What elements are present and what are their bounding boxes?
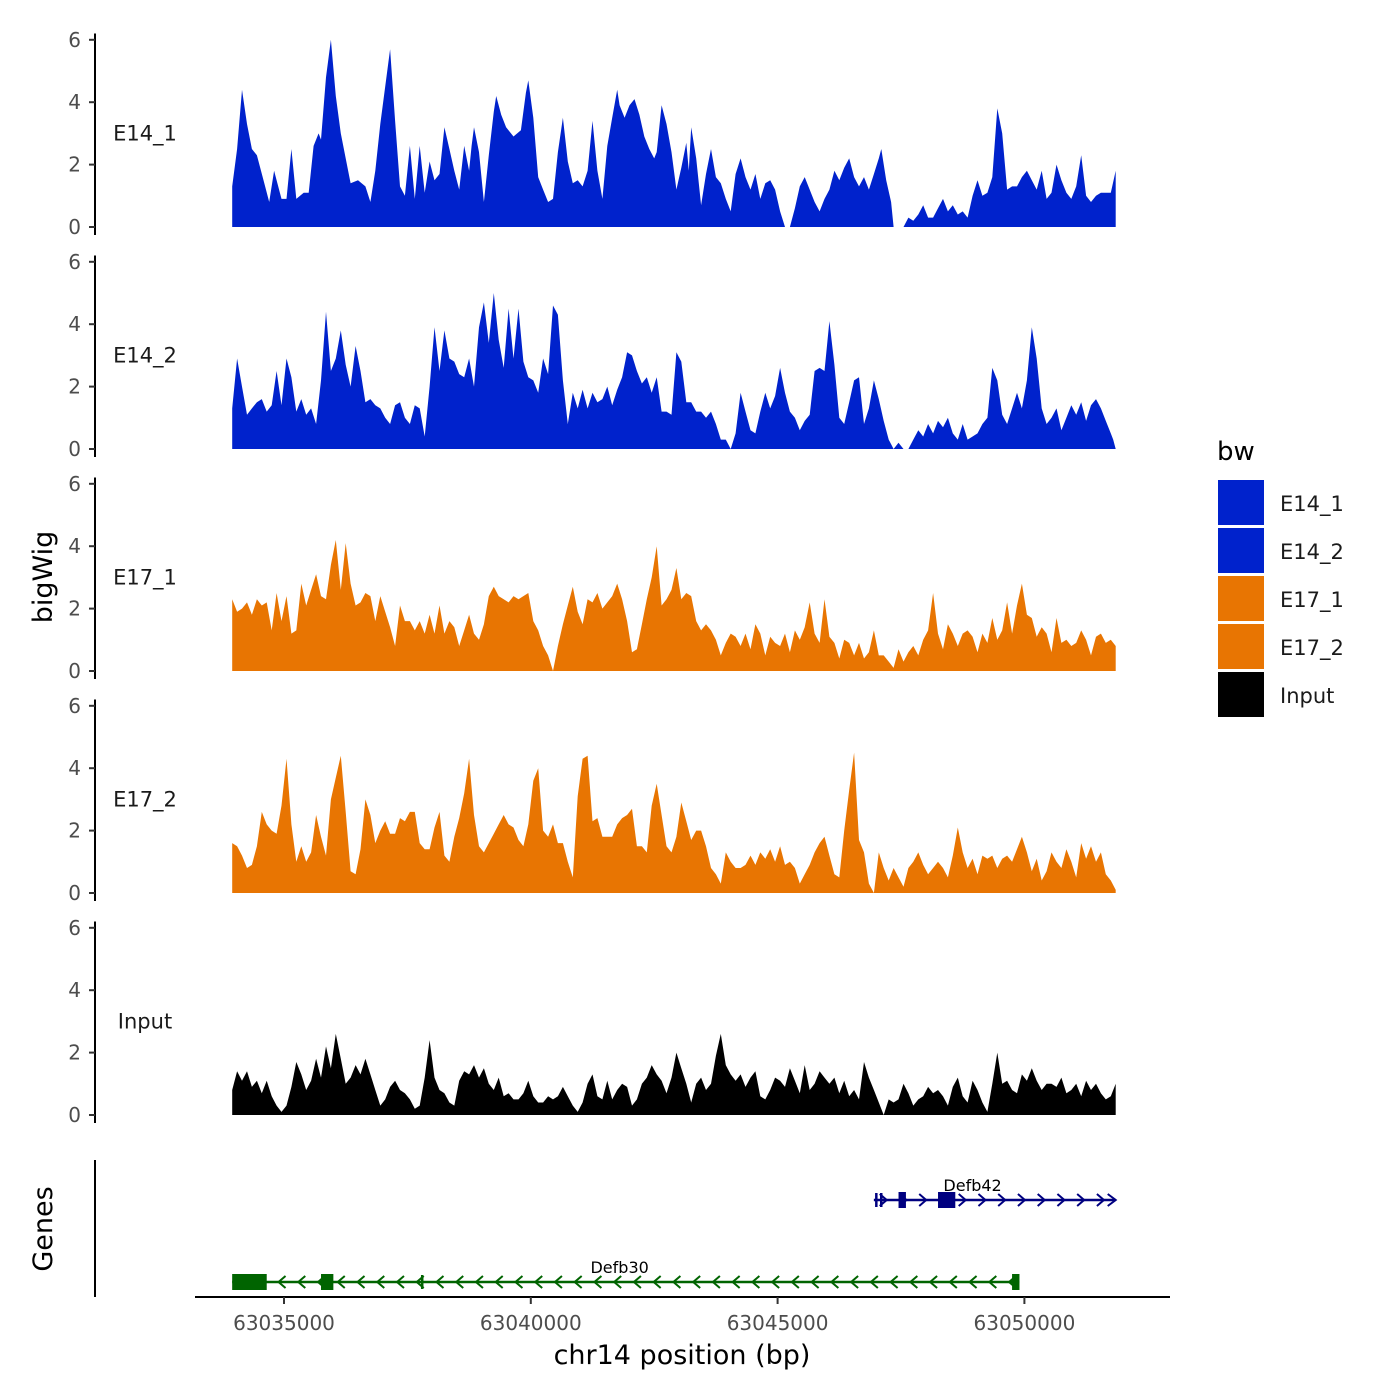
- exon: [232, 1274, 267, 1290]
- legend: bw E14_1 E14_2 E17_1 E17_2 Input: [1217, 437, 1344, 717]
- x-tick-label: 63045000: [727, 1311, 829, 1335]
- gene-defb30: Defb30: [232, 1258, 1019, 1290]
- y-tick-label: 6: [68, 28, 81, 52]
- genes-panel-title: Genes: [28, 1186, 59, 1271]
- y-tick-label: 2: [68, 1041, 81, 1065]
- y-tick-label: 6: [68, 472, 81, 496]
- gene-label: Defb42: [943, 1176, 1001, 1195]
- signal-area: [232, 1034, 1115, 1115]
- track-label: E14_1: [113, 121, 177, 146]
- x-tick-label: 63050000: [974, 1311, 1076, 1335]
- y-tick-label: 0: [68, 437, 81, 461]
- legend-swatch: [1218, 480, 1264, 525]
- signal-area: [232, 540, 1115, 671]
- legend-label: Input: [1280, 684, 1334, 708]
- exon: [1012, 1274, 1019, 1290]
- track-e17_2: 0 2 4 6 E17_2: [68, 694, 1115, 905]
- legend-swatch: [1218, 576, 1264, 621]
- y-tick-label: 0: [68, 215, 81, 239]
- y-tick-label: 0: [68, 881, 81, 905]
- legend-title: bw: [1217, 437, 1255, 467]
- signal-area: [232, 753, 1115, 893]
- legend-entry-input: Input: [1218, 672, 1334, 717]
- y-tick-label: 2: [68, 819, 81, 843]
- y-tick-label: 2: [68, 375, 81, 399]
- y-tick-label: 0: [68, 659, 81, 683]
- tracks-layer: 0 2 4 6 E14_1 0 2 4 6 E14_2 0 2 4 6 E17_1 0 2 4 6 E17_2 0 2 4 6…: [68, 28, 1115, 1127]
- x-tick-label: 63035000: [233, 1311, 335, 1335]
- genes-panel: Genes Defb42 Defb30: [28, 1160, 1116, 1297]
- y-tick-label: 6: [68, 250, 81, 274]
- x-axis: 63035000 63040000 63045000 63050000: [195, 1297, 1170, 1335]
- chart: 0 2 4 6 E14_1 0 2 4 6 E14_2 0 2 4 6 E17_1 0 2 4 6 E17_2 0 2 4 6…: [0, 0, 1400, 1400]
- y-tick-label: 6: [68, 694, 81, 718]
- legend-label: E17_2: [1280, 636, 1344, 661]
- track-e14_2: 0 2 4 6 E14_2: [68, 250, 1115, 461]
- track-e14_1: 0 2 4 6 E14_1: [68, 28, 1115, 239]
- legend-swatch: [1218, 672, 1264, 717]
- signal-area: [232, 40, 1115, 227]
- signal-area: [232, 293, 1115, 449]
- track-label: Input: [118, 1009, 172, 1033]
- y-tick-label: 6: [68, 916, 81, 940]
- y-tick-label: 0: [68, 1103, 81, 1127]
- track-label: E17_1: [113, 565, 177, 590]
- legend-label: E14_1: [1280, 492, 1344, 517]
- track-label: E14_2: [113, 343, 177, 368]
- y-tick-label: 4: [68, 312, 81, 336]
- exon: [321, 1274, 333, 1290]
- y-tick-label: 4: [68, 978, 81, 1002]
- legend-swatch: [1218, 528, 1264, 573]
- x-axis-title: chr14 position (bp): [554, 1340, 811, 1371]
- gene-label: Defb30: [590, 1258, 648, 1277]
- legend-entry-e17_2: E17_2: [1218, 624, 1344, 669]
- x-tick-label: 63040000: [480, 1311, 582, 1335]
- legend-entry-e14_2: E14_2: [1218, 528, 1344, 573]
- track-input: 0 2 4 6 Input: [68, 916, 1115, 1127]
- legend-entry-e14_1: E14_1: [1218, 480, 1344, 525]
- gene-defb42: Defb42: [874, 1176, 1116, 1208]
- y-tick-label: 4: [68, 534, 81, 558]
- y-tick-label: 2: [68, 597, 81, 621]
- track-label: E17_2: [113, 787, 177, 812]
- y-tick-label: 4: [68, 756, 81, 780]
- exon: [899, 1192, 906, 1208]
- legend-label: E14_2: [1280, 540, 1344, 565]
- legend-label: E17_1: [1280, 588, 1344, 613]
- y-tick-label: 2: [68, 153, 81, 177]
- track-e17_1: 0 2 4 6 E17_1: [68, 472, 1115, 683]
- legend-swatch: [1218, 624, 1264, 669]
- legend-entry-e17_1: E17_1: [1218, 576, 1344, 621]
- y-axis-title: bigWig: [28, 531, 59, 624]
- y-tick-label: 4: [68, 90, 81, 114]
